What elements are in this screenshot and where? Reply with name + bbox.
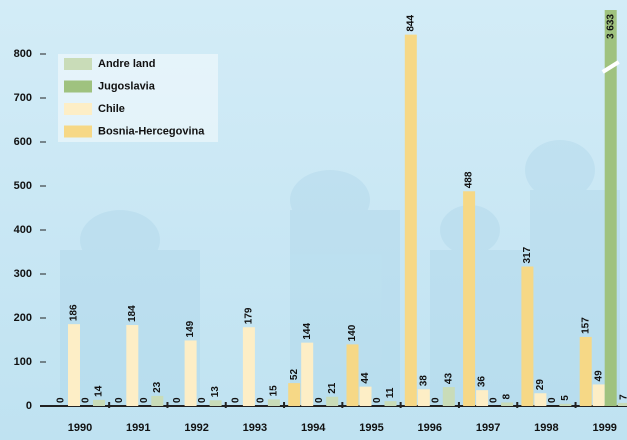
x-tick-label: 1998 xyxy=(534,422,558,434)
bar xyxy=(579,336,592,406)
bar xyxy=(617,402,627,406)
legend-label: Bosnia-Hercegovina xyxy=(98,125,205,137)
value-label: 49 xyxy=(593,370,604,382)
value-label: 13 xyxy=(210,386,221,398)
value-label: 144 xyxy=(302,323,313,340)
value-label: 44 xyxy=(360,372,371,384)
value-label: 179 xyxy=(244,307,255,324)
value-label: 184 xyxy=(127,305,138,322)
bar xyxy=(463,191,476,406)
bar xyxy=(93,399,105,406)
bar xyxy=(126,325,139,406)
y-tick-label: 700 xyxy=(14,92,32,104)
bar xyxy=(476,390,489,406)
x-tick-label: 1999 xyxy=(592,422,616,434)
bar xyxy=(184,340,197,406)
value-label: 15 xyxy=(269,385,280,397)
value-label: 38 xyxy=(418,375,429,387)
x-tick-label: 1996 xyxy=(418,422,442,434)
value-label: 488 xyxy=(464,171,475,188)
x-tick-label: 1991 xyxy=(126,422,150,434)
legend-swatch xyxy=(64,103,92,115)
bar xyxy=(384,401,397,406)
value-label: 140 xyxy=(347,324,358,341)
y-tick-label: 600 xyxy=(14,136,32,148)
bar xyxy=(267,399,280,406)
x-tick-label: 1990 xyxy=(68,422,92,434)
value-label: 0 xyxy=(372,397,383,403)
value-label: 844 xyxy=(405,15,416,32)
y-tick-label: 400 xyxy=(14,224,32,236)
value-label: 11 xyxy=(385,387,396,398)
bar xyxy=(442,387,455,406)
value-label: 14 xyxy=(94,385,105,397)
bar xyxy=(534,393,547,406)
value-label: 0 xyxy=(114,397,125,403)
value-label: 157 xyxy=(580,317,591,334)
y-tick-label: 200 xyxy=(14,312,32,324)
value-label: 149 xyxy=(185,320,196,337)
value-label: 7 xyxy=(618,394,627,400)
value-label: 52 xyxy=(289,369,300,381)
value-label: 0 xyxy=(547,397,558,403)
value-label: 186 xyxy=(69,304,80,321)
bar xyxy=(404,34,417,406)
value-label: 0 xyxy=(489,397,500,403)
bar xyxy=(559,403,572,406)
bar xyxy=(604,10,617,406)
bar xyxy=(592,384,605,406)
legend-label: Chile xyxy=(98,103,125,115)
value-label: 0 xyxy=(314,397,325,403)
value-label: 21 xyxy=(327,382,338,394)
bar xyxy=(326,396,339,406)
value-label: 0 xyxy=(231,397,242,403)
bar xyxy=(346,344,359,406)
y-tick-label: 100 xyxy=(14,356,32,368)
value-label: 0 xyxy=(172,397,183,403)
value-label: 3 633 xyxy=(605,14,616,39)
y-tick-label: 500 xyxy=(14,180,32,192)
legend-swatch xyxy=(64,125,92,138)
x-tick-label: 1997 xyxy=(476,422,500,434)
value-label: 0 xyxy=(139,397,150,403)
legend-label: Andre land xyxy=(98,58,155,70)
y-tick-label: 800 xyxy=(14,48,32,60)
bar xyxy=(417,389,430,406)
x-tick-label: 1992 xyxy=(184,422,208,434)
bar xyxy=(521,266,534,406)
bar xyxy=(301,342,314,406)
bar xyxy=(242,327,255,406)
value-label: 43 xyxy=(443,373,454,385)
value-label: 29 xyxy=(535,379,546,391)
bar xyxy=(209,400,222,406)
x-tick-label: 1994 xyxy=(301,422,326,434)
value-label: 5 xyxy=(560,395,571,401)
x-tick-label: 1993 xyxy=(243,422,267,434)
x-tick-label: 1995 xyxy=(359,422,383,434)
y-tick-label: 0 xyxy=(26,400,32,412)
bar xyxy=(359,386,372,406)
y-tick-label: 300 xyxy=(14,268,32,280)
legend-label: Jugoslavia xyxy=(98,80,156,92)
value-label: 317 xyxy=(522,246,533,263)
value-label: 0 xyxy=(81,397,92,403)
bar xyxy=(68,324,80,406)
value-label: 36 xyxy=(477,376,488,388)
bar xyxy=(288,383,301,406)
value-label: 0 xyxy=(56,397,67,403)
value-label: 23 xyxy=(152,381,163,393)
value-label: 0 xyxy=(430,397,441,403)
value-label: 0 xyxy=(197,397,208,403)
axis-break xyxy=(601,60,620,74)
value-label: 0 xyxy=(256,397,267,403)
bar xyxy=(501,402,514,406)
value-label: 8 xyxy=(502,393,513,399)
legend-swatch xyxy=(64,80,92,93)
bar xyxy=(151,395,164,406)
legend-swatch xyxy=(64,58,92,70)
